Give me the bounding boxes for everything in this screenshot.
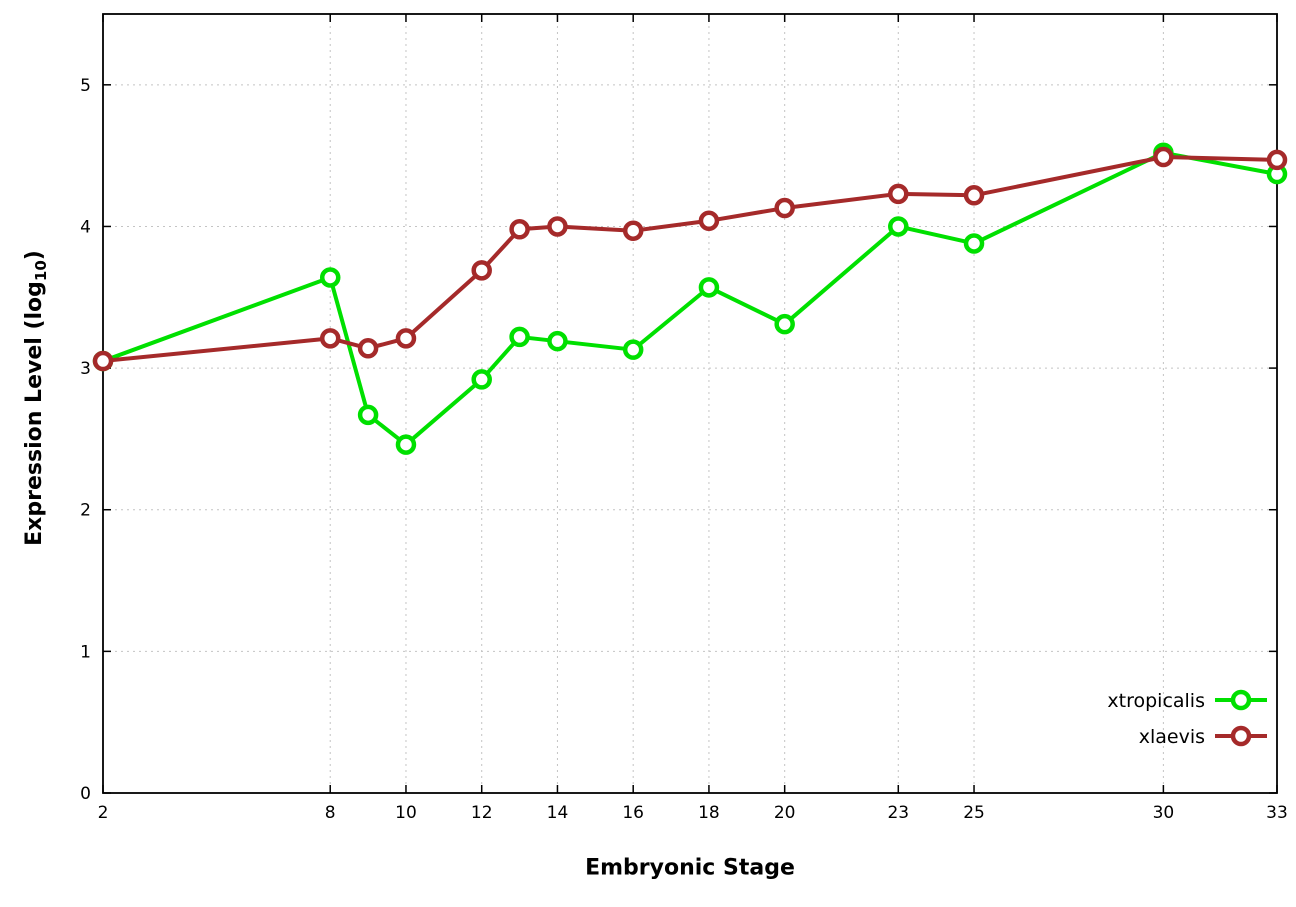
- x-tick-label: 8: [325, 803, 336, 823]
- legend-marker-xlaevis: [1230, 725, 1252, 747]
- x-tick-label: 20: [774, 803, 796, 823]
- data-point-xlaevis: [357, 338, 379, 359]
- x-tick-label: 18: [698, 803, 720, 823]
- data-point-xtropicalis: [622, 339, 644, 360]
- data-point-xlaevis: [963, 185, 985, 206]
- y-tick-label: 3: [80, 359, 91, 379]
- legend-marker-xtropicalis: [1230, 689, 1252, 711]
- data-point-xlaevis: [774, 197, 795, 219]
- x-tick-label: 23: [887, 803, 909, 823]
- data-point-xlaevis: [1266, 149, 1288, 171]
- data-point-xtropicalis: [888, 216, 909, 237]
- x-tick-label: 25: [963, 803, 985, 823]
- data-point-xlaevis: [622, 220, 644, 241]
- data-point-xtropicalis: [698, 277, 720, 298]
- y-axis-label-text: Expression Level (log: [21, 281, 47, 546]
- y-tick-label: 0: [80, 784, 91, 804]
- plot-border: [102, 13, 1278, 794]
- series-line-xlaevis: [102, 155, 1278, 363]
- y-axis-label: Expression Level (log10): [22, 250, 50, 546]
- y-tick-label: 2: [80, 501, 91, 521]
- x-tick-label: 2: [98, 803, 109, 823]
- x-tick-label: 16: [622, 803, 644, 823]
- y-axis-label-subscript: 10: [32, 260, 51, 282]
- data-point-xtropicalis: [774, 313, 795, 335]
- data-point-xtropicalis: [963, 233, 985, 254]
- y-tick-label: 5: [80, 76, 91, 96]
- x-tick-label: 30: [1153, 803, 1175, 823]
- data-point-xlaevis: [319, 328, 341, 349]
- data-point-xtropicalis: [471, 369, 492, 390]
- x-tick-label: 33: [1266, 803, 1288, 823]
- data-point-xtropicalis: [395, 434, 417, 455]
- data-point-xlaevis: [509, 219, 530, 240]
- data-point-xtropicalis: [357, 404, 379, 426]
- data-point-xlaevis: [547, 216, 568, 237]
- x-tick-label: 14: [547, 803, 569, 823]
- y-tick-label: 4: [80, 217, 91, 237]
- legend-label-xtropicalis: xtropicalis: [1107, 690, 1205, 712]
- y-axis-label-suffix: ): [21, 250, 47, 261]
- y-tick-label: 1: [80, 642, 91, 662]
- series-line-xtropicalis: [102, 150, 1278, 447]
- x-axis-label: Embryonic Stage: [585, 855, 795, 881]
- x-tick-label: 10: [395, 803, 417, 823]
- data-point-xlaevis: [1153, 146, 1174, 168]
- data-point-xlaevis: [92, 350, 114, 372]
- data-point-xlaevis: [698, 210, 720, 232]
- data-point-xtropicalis: [509, 326, 530, 348]
- data-point-xlaevis: [471, 260, 492, 281]
- legend-label-xlaevis: xlaevis: [1139, 726, 1205, 748]
- data-point-xlaevis: [888, 183, 909, 205]
- data-point-xlaevis: [395, 328, 417, 349]
- data-point-xtropicalis: [319, 267, 341, 288]
- x-tick-label: 12: [471, 803, 493, 823]
- data-point-xtropicalis: [547, 330, 568, 352]
